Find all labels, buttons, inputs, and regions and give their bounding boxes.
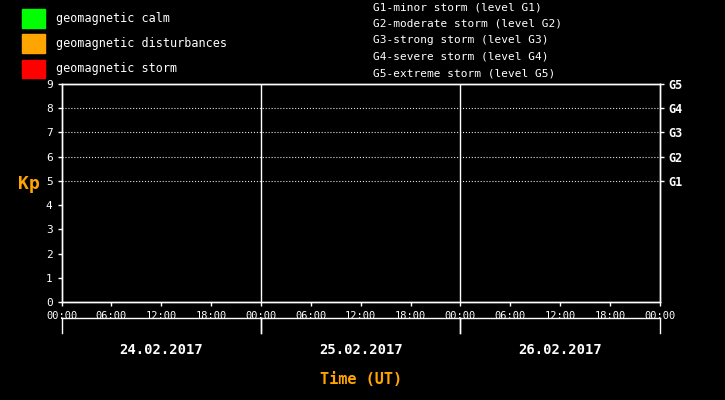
Bar (22, 9, 45, 28)
Text: 25.02.2017: 25.02.2017 (319, 342, 402, 356)
Text: geomagnetic calm: geomagnetic calm (56, 12, 170, 25)
Text: G4-severe storm (level G4): G4-severe storm (level G4) (373, 52, 549, 62)
Text: G1-minor storm (level G1): G1-minor storm (level G1) (373, 2, 542, 12)
Y-axis label: Kp: Kp (18, 175, 40, 193)
Text: 24.02.2017: 24.02.2017 (120, 342, 203, 356)
Text: G5-extreme storm (level G5): G5-extreme storm (level G5) (373, 68, 555, 78)
Text: G3-strong storm (level G3): G3-strong storm (level G3) (373, 35, 549, 45)
Text: geomagnetic disturbances: geomagnetic disturbances (56, 37, 227, 50)
Text: G2-moderate storm (level G2): G2-moderate storm (level G2) (373, 19, 563, 29)
Text: 26.02.2017: 26.02.2017 (518, 342, 602, 356)
Bar (22, 60, 45, 78)
Bar (22, 34, 45, 53)
Text: geomagnetic storm: geomagnetic storm (56, 62, 177, 75)
Text: Time (UT): Time (UT) (320, 372, 402, 388)
